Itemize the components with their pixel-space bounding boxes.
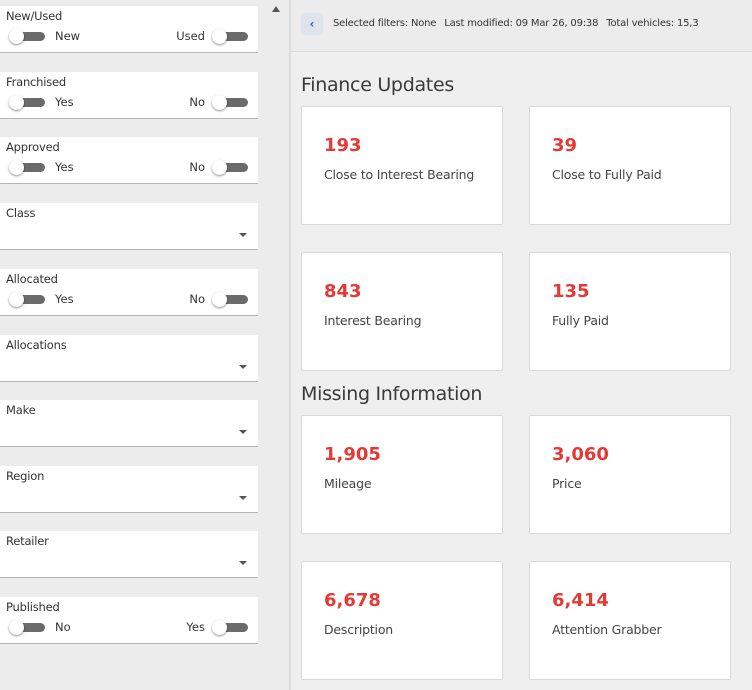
toggle-label: No: [55, 620, 71, 634]
toggle-label: Used: [176, 29, 205, 43]
toggle-published-yes[interactable]: Yes: [186, 619, 248, 635]
stat-value: 843: [324, 281, 362, 302]
toggle-allocated-no[interactable]: No: [189, 291, 248, 307]
toggle-used[interactable]: Used: [176, 28, 248, 44]
stat-value: 6,414: [552, 590, 609, 611]
stat-card-fully-paid[interactable]: 135 Fully Paid: [529, 252, 731, 371]
toggle-allocated-yes[interactable]: Yes: [9, 291, 74, 307]
toggle-switch[interactable]: [212, 619, 248, 635]
filter-make-dropdown[interactable]: Make: [0, 400, 258, 447]
toggle-switch[interactable]: [9, 619, 45, 635]
filter-allocated: Allocated Yes No: [0, 269, 258, 316]
toggle-switch[interactable]: [212, 159, 248, 175]
stat-value: 6,678: [324, 590, 381, 611]
filter-retailer-dropdown[interactable]: Retailer: [0, 531, 258, 578]
stat-card-close-to-fully-paid[interactable]: 39 Close to Fully Paid: [529, 106, 731, 225]
filter-label: Make: [6, 403, 36, 417]
toggle-label: Yes: [55, 95, 74, 109]
stat-label: Attention Grabber: [552, 622, 662, 637]
toggle-switch[interactable]: [9, 28, 45, 44]
last-modified: Last modified: 09 Mar 26, 09:38: [444, 18, 599, 29]
dashboard-main: ‹ Selected filters: None Last modified: 0…: [291, 0, 752, 690]
toggle-label: No: [189, 160, 205, 174]
toggle-switch[interactable]: [212, 94, 248, 110]
stat-label: Mileage: [324, 476, 372, 491]
scroll-up-arrow-icon[interactable]: [272, 6, 280, 12]
collapse-sidebar-button[interactable]: ‹: [301, 13, 323, 35]
toggle-label: Yes: [186, 620, 205, 634]
chevron-left-icon: ‹: [309, 17, 315, 31]
section-title-finance-updates: Finance Updates: [301, 74, 454, 96]
toggle-approved-no[interactable]: No: [189, 159, 248, 175]
chevron-down-icon[interactable]: [239, 496, 247, 500]
toggle-franchised-yes[interactable]: Yes: [9, 94, 74, 110]
filter-sidebar: New/Used New Used Franchised Yes No Appr…: [0, 0, 290, 690]
stat-label: Close to Fully Paid: [552, 167, 662, 182]
toggle-switch[interactable]: [9, 291, 45, 307]
selected-filters: Selected filters: None: [333, 18, 437, 29]
toggle-approved-yes[interactable]: Yes: [9, 159, 74, 175]
panel-divider: [289, 0, 291, 690]
filter-label: Published: [6, 600, 60, 614]
toggle-published-no[interactable]: No: [9, 619, 71, 635]
total-vehicles: Total vehicles: 15,3: [606, 18, 699, 29]
stat-value: 1,905: [324, 444, 381, 465]
toggle-switch[interactable]: [212, 291, 248, 307]
stat-value: 193: [324, 135, 362, 156]
stat-card-attention-grabber[interactable]: 6,414 Attention Grabber: [529, 561, 731, 680]
filter-franchised: Franchised Yes No: [0, 72, 258, 119]
toggle-label: Yes: [55, 160, 74, 174]
stat-card-mileage[interactable]: 1,905 Mileage: [301, 415, 503, 534]
filter-label: New/Used: [6, 9, 63, 23]
filter-summary-text: Selected filters: None Last modified: 09 …: [333, 18, 706, 29]
stat-label: Close to Interest Bearing: [324, 167, 475, 182]
stat-card-price[interactable]: 3,060 Price: [529, 415, 731, 534]
filter-allocations-dropdown[interactable]: Allocations: [0, 335, 258, 382]
stat-label: Description: [324, 622, 393, 637]
toggle-switch[interactable]: [9, 94, 45, 110]
filter-approved: Approved Yes No: [0, 137, 258, 184]
stat-value: 3,060: [552, 444, 609, 465]
stat-label: Fully Paid: [552, 313, 609, 328]
section-title-missing-information: Missing Information: [301, 383, 483, 405]
stat-label: Interest Bearing: [324, 313, 422, 328]
stat-value: 39: [552, 135, 578, 156]
toggle-switch[interactable]: [212, 28, 248, 44]
stat-card-interest-bearing[interactable]: 843 Interest Bearing: [301, 252, 503, 371]
chevron-down-icon[interactable]: [239, 561, 247, 565]
chevron-down-icon[interactable]: [239, 430, 247, 434]
stat-card-close-to-interest-bearing[interactable]: 193 Close to Interest Bearing: [301, 106, 503, 225]
chevron-down-icon[interactable]: [239, 365, 247, 369]
filter-new-used: New/Used New Used: [0, 6, 258, 53]
filter-label: Approved: [6, 140, 60, 154]
toggle-franchised-no[interactable]: No: [189, 94, 248, 110]
filter-label: Region: [6, 469, 45, 483]
filter-label: Class: [6, 206, 36, 220]
toggle-label: Yes: [55, 292, 74, 306]
toggle-label: No: [189, 292, 205, 306]
filter-class-dropdown[interactable]: Class: [0, 203, 258, 250]
stat-value: 135: [552, 281, 590, 302]
filter-label: Retailer: [6, 534, 49, 548]
toggle-switch[interactable]: [9, 159, 45, 175]
filter-label: Allocations: [6, 338, 67, 352]
stat-card-description[interactable]: 6,678 Description: [301, 561, 503, 680]
filter-published: Published No Yes: [0, 597, 258, 644]
filter-label: Allocated: [6, 272, 58, 286]
stat-label: Price: [552, 476, 582, 491]
sidebar-scrollbar[interactable]: [269, 18, 281, 690]
filter-summary-bar: ‹ Selected filters: None Last modified: 0…: [291, 0, 752, 52]
filter-label: Franchised: [6, 75, 67, 89]
filter-region-dropdown[interactable]: Region: [0, 466, 258, 513]
toggle-new[interactable]: New: [9, 28, 81, 44]
chevron-down-icon[interactable]: [239, 233, 247, 237]
toggle-label: New: [55, 29, 81, 43]
toggle-label: No: [189, 95, 205, 109]
